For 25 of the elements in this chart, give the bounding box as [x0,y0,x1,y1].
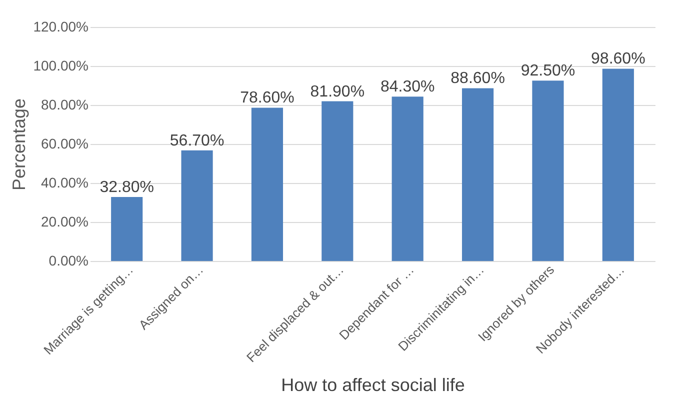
y-axis-title: Percentage [9,98,30,191]
data-label: 56.70% [170,132,224,150]
y-tick-label: 60.00% [41,136,88,152]
bar [251,108,284,261]
bar [322,101,354,261]
y-tick-label: 40.00% [41,174,88,190]
y-tick-label: 120.00% [33,18,88,34]
y-tick-label: 20.00% [41,214,88,230]
data-label: 84.30% [380,78,435,96]
data-label: 92.50% [520,62,576,80]
bar [532,80,564,261]
bar [181,150,213,261]
bar [462,88,494,261]
x-axis-title: How to affect social life [281,375,465,396]
data-label: 32.80% [100,179,154,196]
data-label: 88.60% [450,70,505,88]
y-tick-label: 80.00% [41,96,88,112]
bar [111,197,143,261]
data-label: 98.60% [591,50,646,68]
bar [392,96,424,261]
y-tick-label: 100.00% [33,58,88,74]
data-label: 78.60% [240,90,294,107]
data-label: 81.90% [310,83,365,100]
bar [602,68,634,261]
y-tick-label: 0.00% [48,252,88,268]
